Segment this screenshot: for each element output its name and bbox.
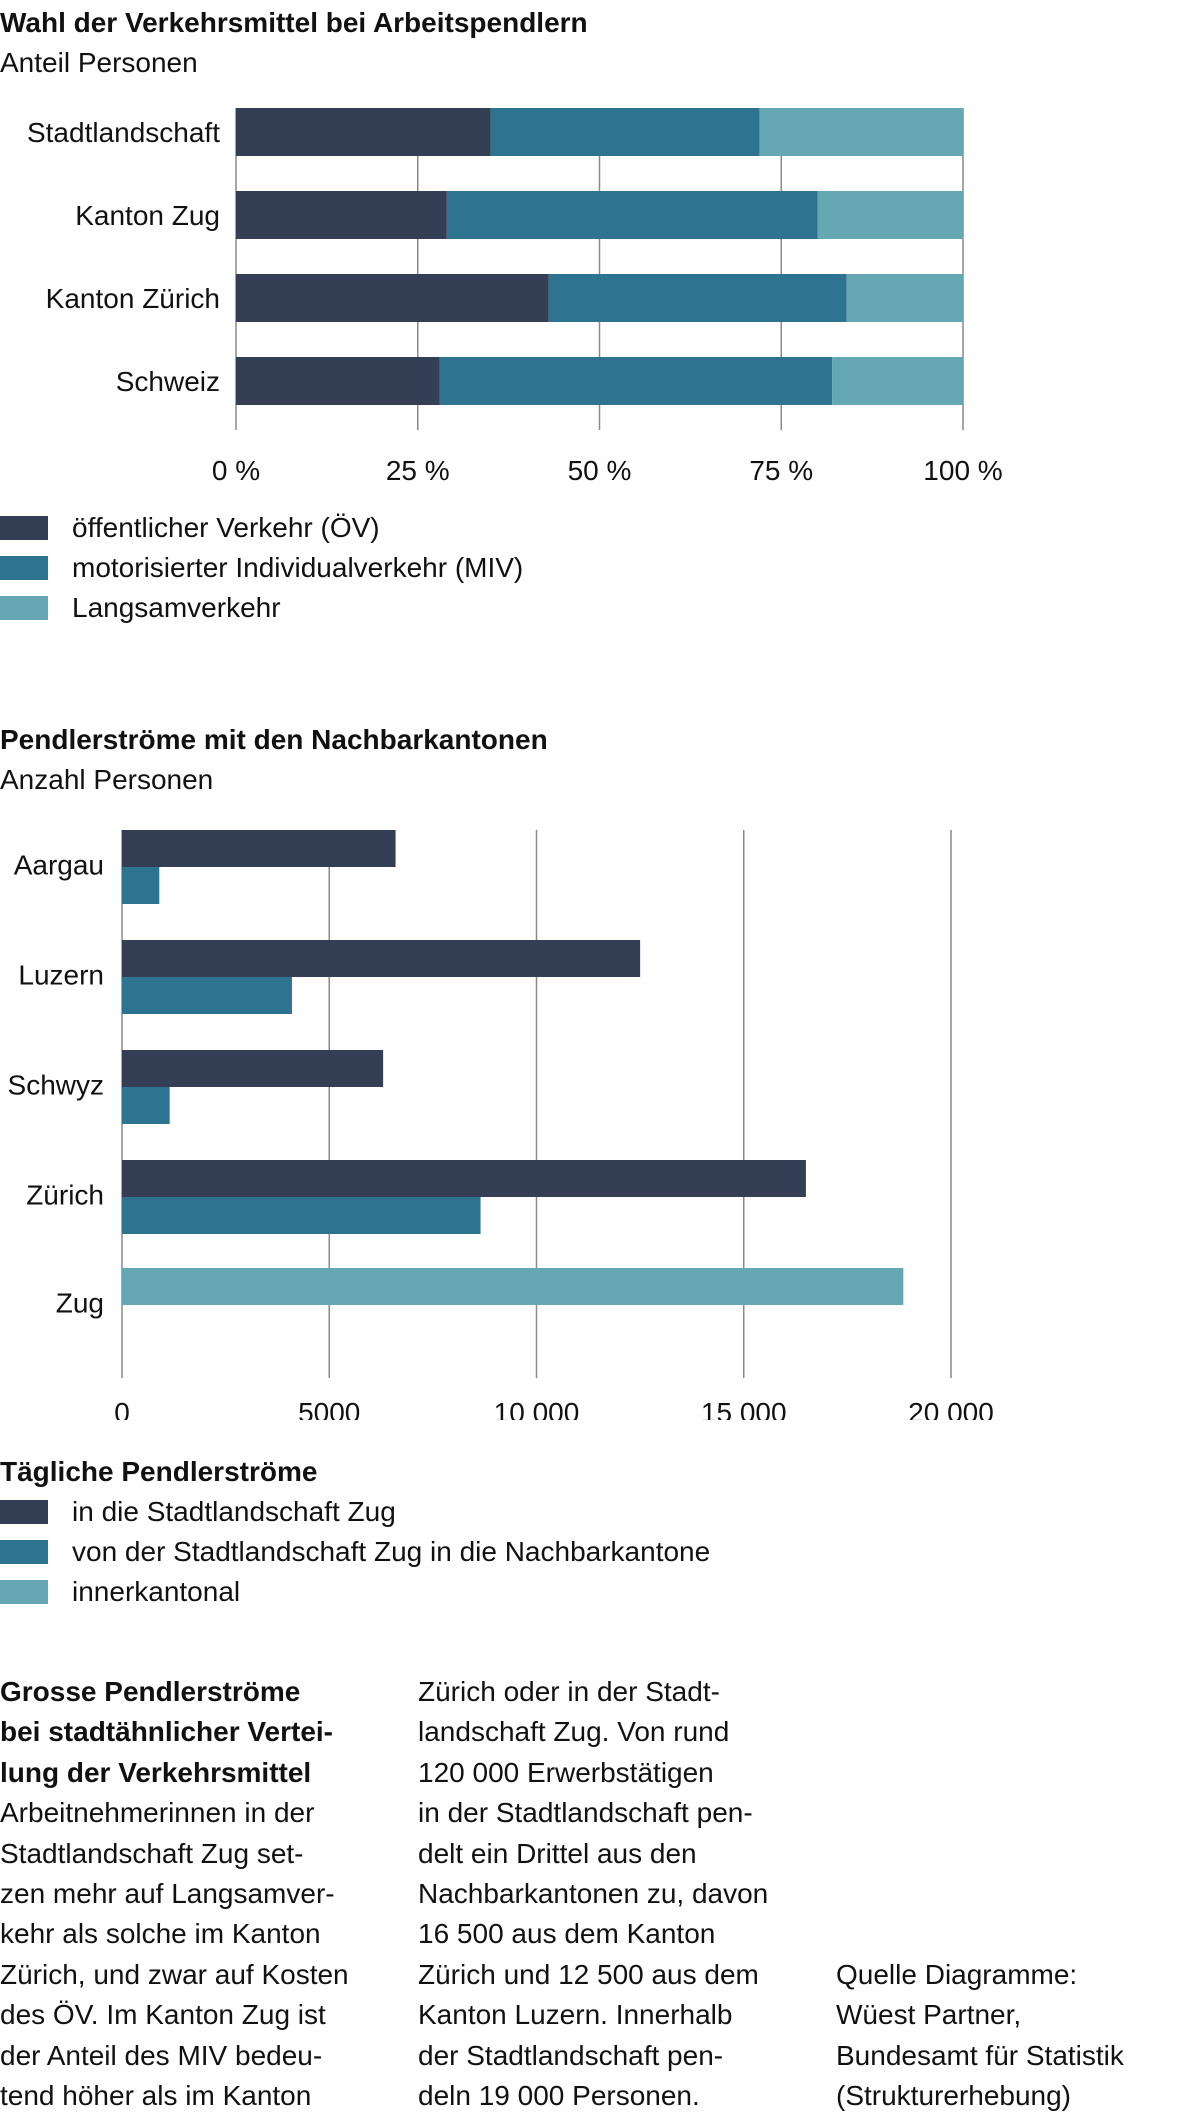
legend-label: motorisierter Individualverkehr (MIV) — [72, 552, 524, 583]
chart2-category-label: Schwyz — [8, 1069, 104, 1100]
chart1-tick-label: 50 % — [568, 455, 632, 486]
col1-heading-line: lung der Verkehrsmittel — [0, 1756, 312, 1788]
chart1-legend: öffentlicher Verkehr (ÖV) motorisierter I… — [0, 508, 523, 628]
chart1-bar-segment — [236, 357, 440, 405]
chart1-bar-segment — [446, 191, 818, 239]
col1-text-line: Stadtlandschaft Zug set- — [0, 1837, 304, 1869]
chart2-category-label: Zürich — [26, 1179, 104, 1210]
chart2-legend-item: innerkantonal — [0, 1572, 710, 1612]
source-text-line: Quelle Diagramme: — [836, 1959, 1078, 1990]
chart1-bar-segment — [236, 274, 549, 322]
col1-text-line: der Anteil des MIV bedeu- — [0, 2039, 323, 2071]
chart1-category-label: Kanton Zug — [75, 200, 220, 231]
chart1-bar-segment — [236, 191, 447, 239]
legend-swatch — [0, 1580, 48, 1604]
chart1-category-label: Stadtlandschaft — [27, 117, 220, 148]
source-text-line: Wüest Partner, — [836, 1999, 1022, 2031]
chart1-bar-segment — [236, 108, 491, 156]
legend-swatch — [0, 556, 48, 580]
col2-text-line: 16 500 aus dem Kanton — [418, 1918, 716, 1950]
chart2-legend: Tägliche Pendlerströme in die Stadtlands… — [0, 1452, 710, 1612]
col2-text-line: 120 000 Erwerbstätigen — [418, 1756, 714, 1788]
chart2-tick-label: 10 000 — [494, 1397, 580, 1420]
chart2-tick-label: 20 000 — [908, 1397, 994, 1420]
chart2-category-label: Luzern — [18, 959, 104, 990]
col2-text-line: in der Stadtlandschaft pen- — [418, 1797, 753, 1829]
col1-text-line: kehr als solche im Kanton — [0, 1918, 321, 1950]
chart2-bar — [122, 977, 292, 1014]
chart1-tick-label: 25 % — [386, 455, 450, 486]
chart2-tick-label: 5000 — [298, 1397, 360, 1420]
col2-text-line: delt ein Drittel aus den — [418, 1837, 697, 1869]
chart1-legend-item: motorisierter Individualverkehr (MIV) — [0, 548, 523, 588]
chart1-bar-segment — [759, 108, 963, 156]
legend-label: innerkantonal — [72, 1576, 241, 1607]
chart2-bar — [122, 1050, 384, 1087]
chart1-subtitle: Anteil Personen — [0, 47, 198, 78]
chart2-bar — [122, 867, 160, 904]
chart1-bar-segment — [832, 357, 963, 405]
legend-label: öffentlicher Verkehr (ÖV) — [72, 512, 380, 543]
chart1-bar-segment — [846, 274, 963, 322]
col1-text-line: Arbeitnehmerinnen in der — [0, 1797, 315, 1829]
col2-text-line: Zürich oder in der Stadt- — [418, 1676, 720, 1707]
chart2-tick-label: 0 — [114, 1397, 130, 1420]
chart2-category-label: Aargau — [14, 849, 104, 880]
col1-heading-line: bei stadtähnlicher Vertei- — [0, 1716, 333, 1748]
legend-label: von der Stadtlandschaft Zug in die Nachb… — [72, 1536, 711, 1567]
source-note: Quelle Diagramme: Wüest Partner, Bundesamt… — [836, 1955, 1186, 2117]
col1-text-line: Zürich, und zwar auf Kosten — [0, 1958, 349, 1990]
legend-label: in die Stadtlandschaft Zug — [72, 1496, 396, 1527]
chart2-bar — [122, 940, 641, 977]
chart2-bar — [122, 830, 396, 867]
col2-text-line: landschaft Zug. Von rund — [418, 1716, 730, 1748]
source-text-line: Bundesamt für Statistik — [836, 2039, 1124, 2071]
legend-swatch — [0, 516, 48, 540]
legend-label: Langsamverkehr — [72, 592, 281, 623]
legend-swatch — [0, 1540, 48, 1564]
col1-text-line: tend höher als im Kanton — [0, 2080, 312, 2112]
chart1-bar-segment — [490, 108, 760, 156]
chart1-legend-item: Langsamverkehr — [0, 588, 523, 628]
chart1-bar-segment — [439, 357, 833, 405]
text-column-2: Zürich oder in der Stadt-landschaft Zug.… — [418, 1672, 818, 2116]
col2-text-line: Nachbarkantonen zu, davon — [418, 1878, 769, 1910]
chart1-bar-segment — [548, 274, 847, 322]
chart2-svg: 0 5000 10 000 15 000 20 000 Aargau Luzern Schwy… — [8, 830, 994, 1420]
col2-text-line: Zürich und 12 500 aus dem — [418, 1958, 759, 1990]
chart2-category-label: Zug — [56, 1287, 104, 1318]
chart2-title: Pendlerströme mit den Nachbarkantonen — [0, 724, 548, 755]
legend-swatch — [0, 1500, 48, 1524]
chart2-subtitle: Anzahl Personen — [0, 764, 214, 795]
chart2-bar — [122, 1160, 806, 1197]
chart1-bar-segment — [817, 191, 963, 239]
chart1-tick-label: 75 % — [749, 455, 813, 486]
chart1-category-label: Schweiz — [116, 366, 220, 397]
source-text-line: (Strukturerhebung) — [836, 2080, 1072, 2112]
chart1-title: Wahl der Verkehrsmittel bei Arbeitspendl… — [0, 7, 588, 38]
chart2-bar — [122, 1197, 481, 1234]
col2-text-line: Kanton Luzern. Innerhalb — [418, 1999, 733, 2031]
col1-heading-line: Grosse Pendlerströme — [0, 1676, 301, 1707]
chart2-bar — [122, 1087, 170, 1124]
chart1-tick-label: 0 % — [212, 455, 260, 486]
col2-text-line: deln 19 000 Personen. — [418, 2080, 700, 2112]
chart1-svg: 0 % 25 % 50 % 75 % 100 % Stadtlandschaft Kanto… — [27, 108, 1003, 486]
text-column-1: Grosse Pendlerströme bei stadtähnlicher V… — [0, 1672, 400, 2116]
chart2-tick-label: 15 000 — [701, 1397, 787, 1420]
legend-swatch — [0, 596, 48, 620]
chart2-legend-item: von der Stadtlandschaft Zug in die Nachb… — [0, 1532, 710, 1572]
chart1-category-label: Kanton Zürich — [46, 283, 220, 314]
col1-text-line: des ÖV. Im Kanton Zug ist — [0, 1999, 326, 2031]
chart2-legend-title: Tägliche Pendlerströme — [0, 1456, 318, 1487]
chart2-legend-item: in die Stadtlandschaft Zug — [0, 1492, 710, 1532]
chart1-legend-item: öffentlicher Verkehr (ÖV) — [0, 508, 523, 548]
col2-text-line: der Stadtlandschaft pen- — [418, 2039, 724, 2071]
col1-text-line: zen mehr auf Langsamver- — [0, 1878, 335, 1910]
chart1-tick-label: 100 % — [923, 455, 1002, 486]
chart2-bar — [122, 1268, 904, 1305]
